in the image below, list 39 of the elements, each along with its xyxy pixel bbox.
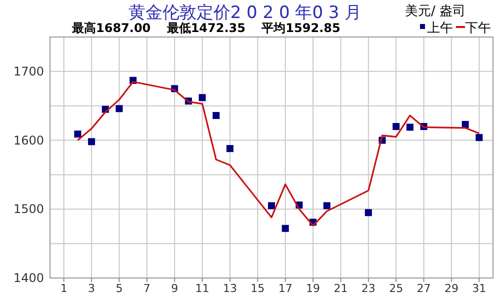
- x-tick-label: 5: [116, 282, 123, 295]
- point: [226, 145, 234, 152]
- legend-label: 下午: [465, 21, 491, 36]
- point: [88, 138, 96, 146]
- x-tick-label: 31: [472, 282, 486, 295]
- x-tick-label: 29: [444, 282, 458, 295]
- legend-label: 上午: [427, 21, 453, 36]
- point: [116, 105, 123, 112]
- chart-title: 黄金伦敦定价2 0 2 0 年0 3 月: [128, 3, 362, 23]
- x-tick-label: 3: [88, 282, 96, 295]
- x-tick-label: 11: [195, 282, 210, 295]
- x-tick-label: 27: [416, 282, 431, 295]
- point: [282, 224, 289, 232]
- x-tick-label: 23: [361, 282, 376, 295]
- point: [268, 202, 275, 210]
- point: [406, 124, 414, 131]
- x-tick-label: 21: [334, 282, 348, 295]
- point: [364, 209, 372, 216]
- point: [74, 130, 82, 138]
- y-tick-label: 1500: [13, 202, 44, 216]
- x-tick-label: 19: [306, 282, 320, 295]
- point: [462, 120, 469, 128]
- chart-subtitle: 最高1687.00 最低1472.35 平均1592.85: [71, 21, 340, 35]
- point: [212, 112, 220, 119]
- point: [392, 123, 400, 130]
- y-tick-label: 1600: [13, 133, 44, 148]
- x-tick-label: 1: [60, 282, 68, 295]
- y-tick-label: 1400: [13, 271, 44, 285]
- point: [476, 134, 483, 142]
- x-tick-label: 13: [222, 282, 237, 295]
- x-tick-label: 17: [278, 282, 292, 295]
- x-tick-label: 7: [143, 282, 150, 295]
- y-axis-title: 美元/ 盎司: [405, 3, 466, 19]
- point: [323, 202, 330, 210]
- y-tick-label: 1700: [13, 64, 44, 78]
- x-tick-label: 15: [250, 282, 265, 295]
- x-tick-label: 9: [171, 282, 178, 295]
- x-tick-label: 25: [389, 282, 404, 295]
- point: [198, 94, 206, 102]
